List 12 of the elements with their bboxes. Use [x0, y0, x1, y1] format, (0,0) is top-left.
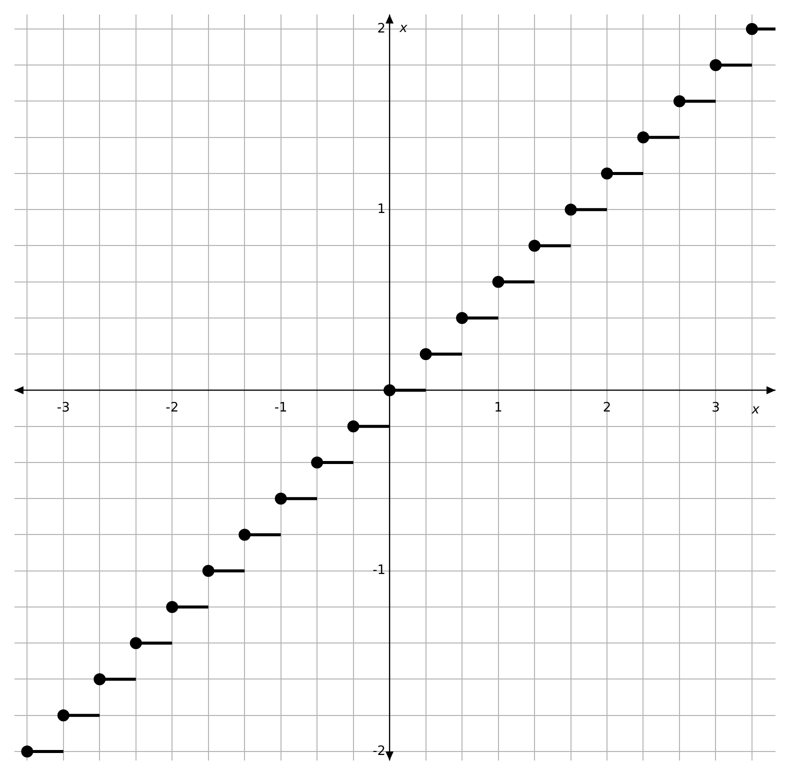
y-axis-title: x	[398, 20, 408, 36]
x-tick-label: 1	[494, 400, 502, 416]
x-tick-label: 3	[712, 400, 720, 416]
y-tick-label: 1	[377, 202, 386, 217]
x-tick-label: 2	[602, 400, 612, 416]
x-axis-title: x	[750, 402, 760, 418]
y-tick-label: -2	[372, 744, 386, 759]
x-tick-label: -2	[166, 400, 179, 416]
y-tick-label: -1	[372, 563, 386, 578]
y-tick-label: 2	[377, 21, 386, 36]
x-tick-label: -1	[274, 400, 288, 416]
x-tick-label: -3	[56, 400, 70, 416]
